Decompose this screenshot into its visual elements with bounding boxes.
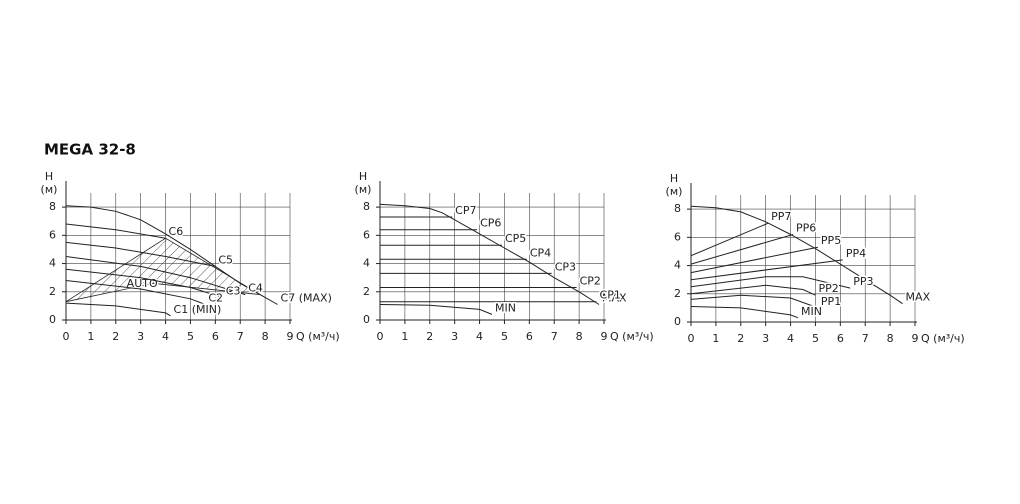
x-tick-label: 0 [688,332,695,345]
curve [65,256,246,296]
y-axis-label: H [45,170,53,183]
x-tick-label: 5 [187,330,194,343]
series-label: CP6 [480,217,501,230]
y-axis-label: H [359,170,367,183]
y-axis-unit: (м) [666,185,683,198]
x-tick-label: 4 [476,330,483,343]
x-tick-label: 1 [87,330,94,343]
series-label: C4 [248,282,263,295]
series-label: C2 [208,291,223,304]
x-tick-label: 0 [377,330,384,343]
y-tick-label: 2 [363,285,370,298]
x-tick-label: 3 [137,330,144,343]
x-tick-label: 2 [737,332,744,345]
y-tick-label: 4 [363,257,370,270]
y-tick-label: 8 [674,202,681,215]
y-tick-label: 0 [49,313,56,326]
x-tick-label: 9 [287,330,294,343]
y-tick-label: 0 [363,313,370,326]
series-label: C3 [226,284,241,297]
series-label: CP4 [530,246,551,259]
series-label: PP5 [821,234,841,247]
curve [690,276,851,289]
x-tick-label: 2 [426,330,433,343]
y-tick-label: 8 [363,200,370,213]
series-label: CP5 [505,232,526,245]
x-tick-label: 6 [212,330,219,343]
y-tick-label: 2 [49,285,56,298]
x-tick-label: 4 [162,330,169,343]
series-label: C6 [169,225,184,238]
x-tick-label: 3 [762,332,769,345]
series-label: CP7 [455,204,476,217]
series-label: MAX [906,291,931,304]
series-label: PP4 [846,247,866,260]
x-tick-label: 1 [401,330,408,343]
x-tick-label: 1 [712,332,719,345]
y-tick-label: 6 [363,228,370,241]
x-tick-label: 6 [526,330,533,343]
x-tick-label: 8 [262,330,269,343]
y-tick-label: 6 [674,230,681,243]
series-label: CP3 [555,260,576,273]
curve [65,268,223,298]
series-label: CP2 [580,275,601,288]
x-tick-label: 7 [237,330,244,343]
x-axis-label: Q (м³/ч) [610,330,654,343]
curve [690,234,794,265]
curve [690,306,799,319]
curve [379,203,600,305]
curve [690,246,818,274]
series-label: CP1 [600,289,621,302]
curve [690,259,843,281]
x-tick-label: 0 [63,330,70,343]
curve [690,294,819,309]
x-tick-label: 2 [112,330,119,343]
x-tick-label: 8 [576,330,583,343]
x-tick-label: 3 [451,330,458,343]
series-label: MIN [801,305,822,318]
curve [65,302,171,317]
series-label: PP1 [821,295,841,308]
series-label: C7 (MAX) [281,291,332,304]
x-axis-label: Q (м³/ч) [296,330,340,343]
y-tick-label: 4 [674,259,681,272]
curve [65,223,166,239]
y-tick-label: 0 [674,315,681,328]
series-label: PP3 [853,275,873,288]
x-tick-label: 4 [787,332,794,345]
series-label: PP2 [818,282,838,295]
x-tick-label: 8 [887,332,894,345]
series-label: C1 (MIN) [174,303,222,316]
series-label: PP6 [796,222,816,235]
curve [690,205,903,305]
x-axis-label: Q (м³/ч) [921,332,965,345]
y-axis-unit: (м) [355,183,372,196]
x-tick-label: 7 [551,330,558,343]
x-tick-label: 7 [862,332,869,345]
y-tick-label: 2 [674,287,681,300]
x-tick-label: 6 [837,332,844,345]
curve [65,241,216,267]
curve [690,284,816,296]
series-label: C5 [218,253,233,266]
y-tick-label: 6 [49,228,56,241]
x-tick-label: 9 [912,332,919,345]
curve [690,222,769,257]
y-axis-label: H [670,172,678,185]
series-label: MIN [495,301,516,314]
x-tick-label: 5 [501,330,508,343]
y-tick-label: 4 [49,257,56,270]
curve [65,280,206,305]
curve [379,304,493,315]
x-tick-label: 9 [601,330,608,343]
y-tick-label: 8 [49,200,56,213]
x-tick-label: 5 [812,332,819,345]
chart-title: MEGA 32-8 [44,141,136,159]
series-label: PP7 [771,210,791,223]
series-label: MAX [602,291,627,304]
curve [65,205,278,305]
y-axis-unit: (м) [41,183,58,196]
